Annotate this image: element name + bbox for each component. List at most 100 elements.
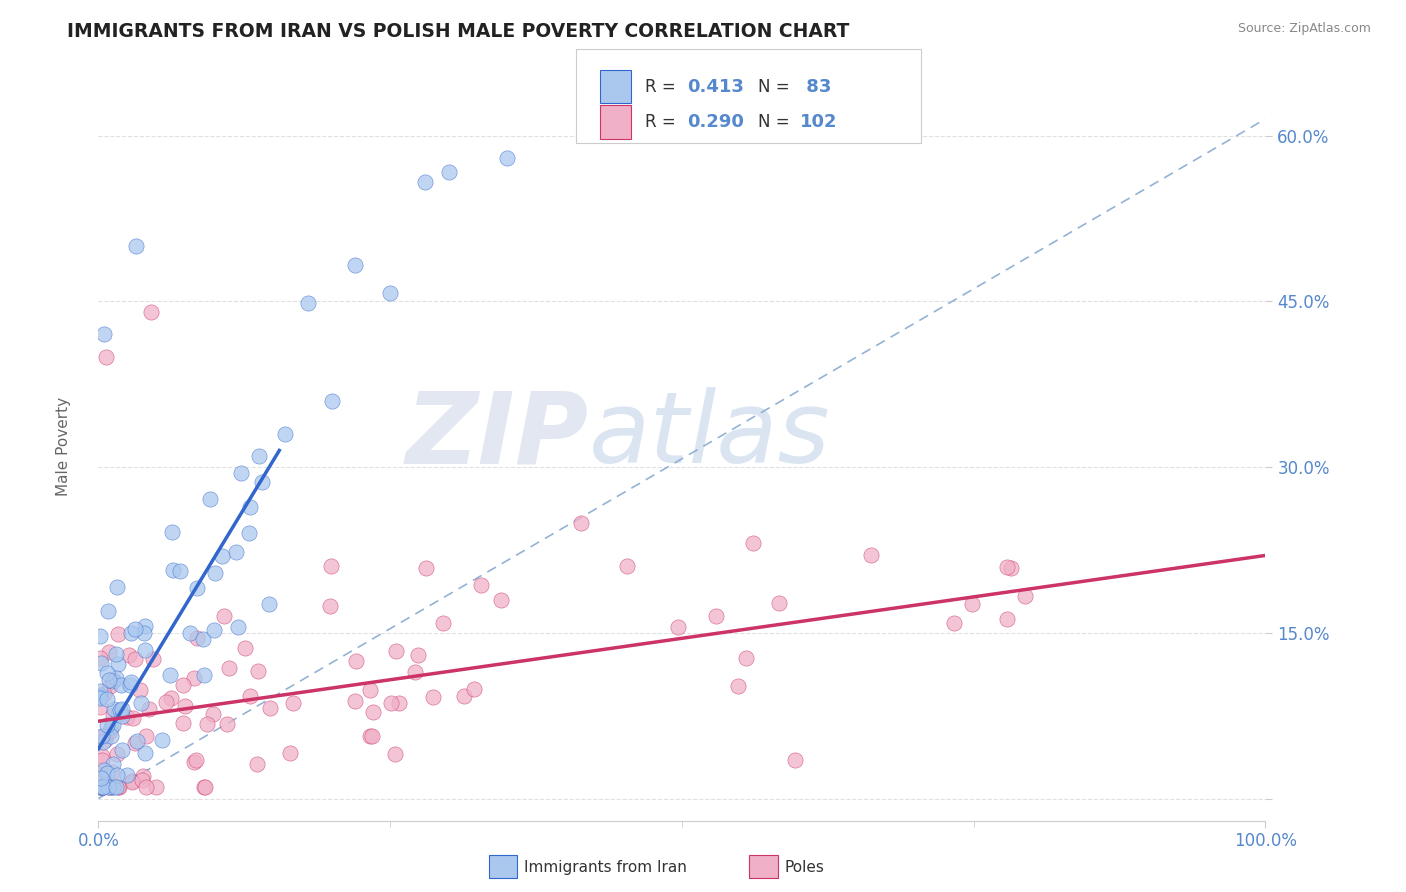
Point bbox=[94, 733, 117, 747]
Point bbox=[183, 756, 205, 770]
Point bbox=[150, 733, 173, 747]
Point bbox=[204, 566, 226, 580]
Point bbox=[246, 664, 269, 678]
Point bbox=[89, 688, 111, 702]
Point bbox=[432, 616, 454, 631]
Text: Poles: Poles bbox=[785, 860, 824, 874]
Point bbox=[100, 765, 122, 780]
Point bbox=[129, 682, 152, 697]
Point bbox=[105, 671, 128, 685]
Point bbox=[186, 631, 208, 645]
Text: Immigrants from Iran: Immigrants from Iran bbox=[524, 860, 688, 874]
Point bbox=[283, 696, 305, 710]
Point bbox=[89, 780, 111, 795]
Point bbox=[89, 730, 111, 744]
Point bbox=[100, 729, 122, 743]
Point bbox=[132, 769, 155, 783]
Point bbox=[319, 599, 342, 614]
Point bbox=[233, 640, 256, 655]
Point bbox=[186, 582, 208, 596]
Text: 0.413: 0.413 bbox=[688, 78, 744, 95]
Point bbox=[212, 609, 235, 624]
Text: N =: N = bbox=[758, 78, 794, 95]
Point bbox=[103, 780, 125, 795]
Point bbox=[98, 780, 121, 795]
Point bbox=[93, 687, 115, 701]
Point bbox=[96, 777, 118, 791]
Point bbox=[91, 780, 114, 795]
Point bbox=[98, 724, 121, 739]
Point bbox=[942, 616, 965, 631]
Point bbox=[321, 393, 343, 408]
Point bbox=[361, 705, 384, 719]
Point bbox=[250, 475, 273, 489]
Point bbox=[98, 679, 121, 693]
Point bbox=[91, 753, 114, 767]
Point bbox=[239, 500, 262, 514]
Point bbox=[121, 774, 143, 789]
Point bbox=[666, 620, 689, 634]
Point bbox=[90, 657, 112, 671]
Point bbox=[94, 350, 117, 364]
Point bbox=[202, 707, 225, 722]
Point bbox=[89, 768, 111, 782]
Point bbox=[98, 780, 121, 795]
Point bbox=[198, 491, 221, 506]
Point bbox=[422, 690, 444, 705]
Point bbox=[344, 694, 367, 708]
Point bbox=[124, 652, 146, 666]
Point bbox=[90, 772, 112, 786]
Point bbox=[404, 665, 426, 679]
Point bbox=[385, 643, 408, 657]
Point bbox=[118, 648, 141, 662]
Point bbox=[111, 701, 134, 715]
Point bbox=[380, 696, 402, 710]
Point bbox=[1014, 589, 1036, 603]
Point bbox=[96, 691, 118, 706]
Point bbox=[93, 764, 115, 778]
Point bbox=[103, 718, 125, 732]
Point bbox=[496, 151, 519, 165]
Text: 102: 102 bbox=[800, 113, 838, 131]
Point bbox=[280, 747, 302, 761]
Point bbox=[105, 747, 128, 761]
Point bbox=[94, 727, 117, 741]
Point bbox=[174, 699, 197, 714]
Point bbox=[96, 766, 118, 780]
Point bbox=[103, 708, 125, 723]
Point bbox=[90, 729, 112, 743]
Point bbox=[238, 526, 260, 541]
Point bbox=[135, 729, 157, 743]
Point bbox=[727, 679, 749, 693]
Point bbox=[105, 767, 128, 781]
Point bbox=[388, 696, 411, 710]
Point bbox=[120, 675, 142, 690]
Point bbox=[193, 668, 215, 682]
Point bbox=[110, 702, 132, 716]
Point bbox=[89, 699, 111, 714]
Point bbox=[470, 578, 492, 592]
Point bbox=[437, 165, 460, 179]
Point bbox=[960, 597, 983, 611]
Point bbox=[101, 780, 124, 795]
Point bbox=[96, 718, 118, 732]
Point bbox=[105, 580, 128, 594]
Point bbox=[995, 612, 1018, 626]
Point bbox=[704, 609, 727, 624]
Point bbox=[247, 450, 270, 464]
Point bbox=[616, 558, 638, 573]
Point bbox=[172, 715, 194, 730]
Point bbox=[194, 780, 217, 795]
Point bbox=[108, 780, 131, 795]
Point bbox=[111, 709, 134, 723]
Point bbox=[124, 736, 146, 750]
Point bbox=[741, 535, 763, 549]
Point bbox=[129, 697, 152, 711]
Point bbox=[768, 596, 790, 610]
Point bbox=[384, 747, 406, 761]
Point bbox=[195, 716, 218, 731]
Point bbox=[90, 780, 112, 795]
Point bbox=[96, 666, 118, 681]
Point bbox=[785, 753, 807, 767]
Point bbox=[380, 285, 402, 300]
